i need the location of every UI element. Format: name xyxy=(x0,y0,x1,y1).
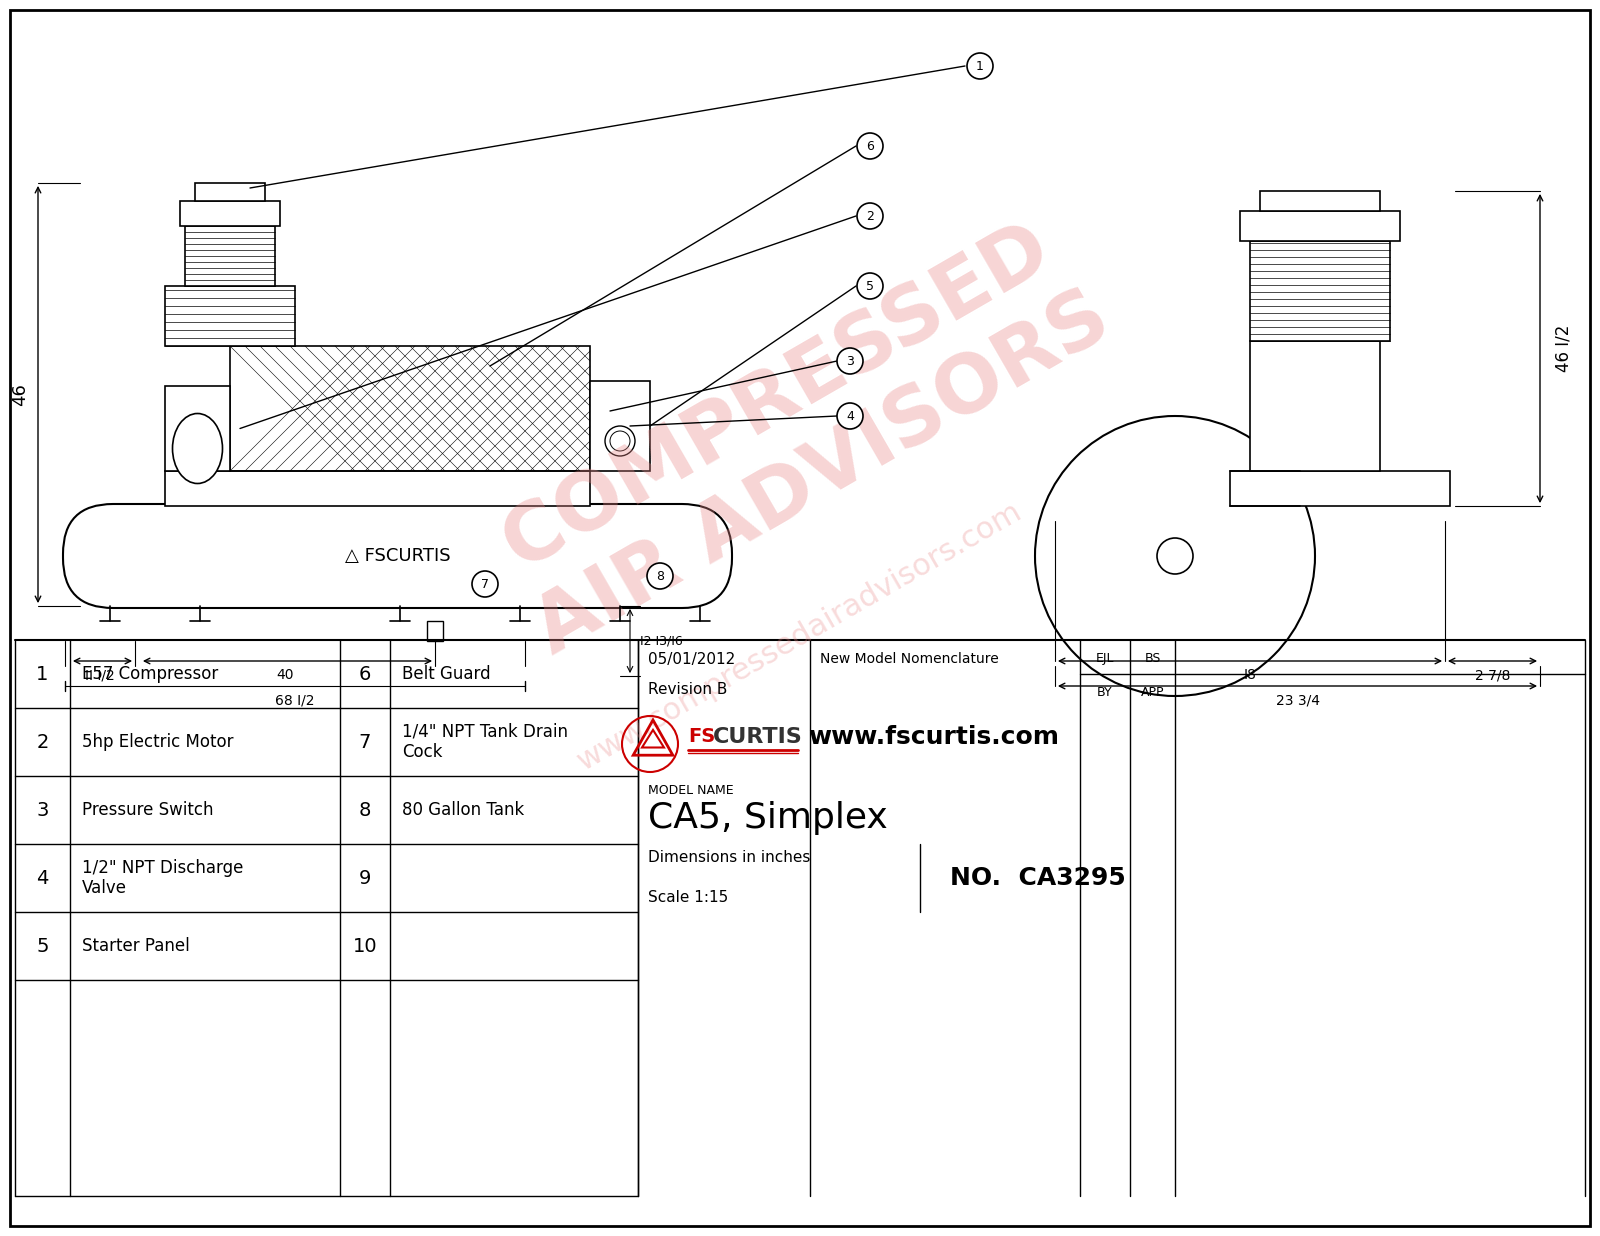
Text: 23 3/4: 23 3/4 xyxy=(1275,693,1320,707)
Text: Starter Panel: Starter Panel xyxy=(82,937,190,955)
Circle shape xyxy=(966,53,994,79)
Text: 5hp Electric Motor: 5hp Electric Motor xyxy=(82,733,234,751)
Text: 5: 5 xyxy=(37,937,48,955)
Circle shape xyxy=(605,426,635,456)
Circle shape xyxy=(1035,417,1315,696)
Text: EJL: EJL xyxy=(1096,651,1114,665)
Ellipse shape xyxy=(173,414,222,483)
Text: MODEL NAME: MODEL NAME xyxy=(648,784,734,796)
Text: www.compressedairadvisors.com: www.compressedairadvisors.com xyxy=(573,497,1027,776)
Bar xyxy=(427,620,443,641)
Bar xyxy=(1250,241,1390,341)
Circle shape xyxy=(1157,538,1194,574)
Text: 68 I/2: 68 I/2 xyxy=(275,693,315,707)
Text: 4: 4 xyxy=(37,869,48,887)
Text: Scale 1:15: Scale 1:15 xyxy=(648,890,728,906)
Circle shape xyxy=(837,403,862,429)
Bar xyxy=(230,346,590,471)
Text: 9: 9 xyxy=(358,869,371,887)
Text: 3: 3 xyxy=(37,801,48,819)
Text: 1/4" NPT Tank Drain
Cock: 1/4" NPT Tank Drain Cock xyxy=(402,723,568,761)
Text: Belt Guard: Belt Guard xyxy=(402,665,491,684)
Text: 1: 1 xyxy=(976,59,984,73)
Text: Pressure Switch: Pressure Switch xyxy=(82,801,213,819)
Text: 2: 2 xyxy=(37,733,48,751)
Bar xyxy=(186,226,275,286)
Text: Dimensions in inches: Dimensions in inches xyxy=(648,850,810,865)
Text: 1: 1 xyxy=(37,665,48,684)
Text: CA5, Simplex: CA5, Simplex xyxy=(648,801,888,836)
Bar xyxy=(195,183,266,201)
Text: 2 7/8: 2 7/8 xyxy=(1475,667,1510,682)
Text: 40: 40 xyxy=(277,667,294,682)
Circle shape xyxy=(858,273,883,299)
Text: 4: 4 xyxy=(846,409,854,423)
Text: www.fscurtis.com: www.fscurtis.com xyxy=(808,726,1059,749)
Circle shape xyxy=(858,133,883,159)
Bar xyxy=(165,386,230,471)
Text: 7: 7 xyxy=(482,577,490,591)
Text: 5: 5 xyxy=(866,279,874,293)
Bar xyxy=(1240,211,1400,241)
Text: 7: 7 xyxy=(358,733,371,751)
Text: 8: 8 xyxy=(358,801,371,819)
Text: NO.  CA3295: NO. CA3295 xyxy=(950,866,1126,890)
Text: BS: BS xyxy=(1144,651,1160,665)
Bar xyxy=(165,471,590,506)
Bar xyxy=(1250,341,1379,471)
FancyBboxPatch shape xyxy=(66,506,730,606)
Text: 6: 6 xyxy=(866,140,874,152)
Bar xyxy=(1230,471,1450,506)
Bar xyxy=(1261,192,1379,211)
Text: FS: FS xyxy=(688,728,715,747)
Circle shape xyxy=(472,571,498,597)
Text: COMPRESSED
AIR ADVISORS: COMPRESSED AIR ADVISORS xyxy=(477,200,1123,671)
FancyBboxPatch shape xyxy=(62,504,733,608)
Text: 2: 2 xyxy=(866,209,874,222)
Text: CURTIS: CURTIS xyxy=(714,727,803,747)
Text: New Model Nomenclature: New Model Nomenclature xyxy=(821,653,998,666)
Text: II I/2: II I/2 xyxy=(85,667,115,682)
Bar xyxy=(590,381,650,471)
Text: E57 Compressor: E57 Compressor xyxy=(82,665,218,684)
Text: APP: APP xyxy=(1141,686,1165,698)
Text: 3: 3 xyxy=(846,355,854,367)
Text: 8: 8 xyxy=(656,570,664,582)
Text: △ FSCURTIS: △ FSCURTIS xyxy=(344,548,450,565)
Circle shape xyxy=(837,349,862,375)
Text: 80 Gallon Tank: 80 Gallon Tank xyxy=(402,801,525,819)
Text: 6: 6 xyxy=(358,665,371,684)
Text: 46 I/2: 46 I/2 xyxy=(1555,325,1573,372)
Text: 05/01/2012: 05/01/2012 xyxy=(648,651,736,666)
Bar xyxy=(181,201,280,226)
Text: I2 I3/I6: I2 I3/I6 xyxy=(640,634,683,648)
Text: BY: BY xyxy=(1098,686,1114,698)
Bar xyxy=(165,286,294,346)
Text: 1/2" NPT Discharge
Valve: 1/2" NPT Discharge Valve xyxy=(82,859,243,897)
Circle shape xyxy=(858,203,883,229)
Text: 10: 10 xyxy=(352,937,378,955)
Text: Revision B: Revision B xyxy=(648,681,728,697)
Text: 46: 46 xyxy=(11,383,29,405)
Circle shape xyxy=(646,564,674,590)
Text: I8: I8 xyxy=(1243,667,1256,682)
